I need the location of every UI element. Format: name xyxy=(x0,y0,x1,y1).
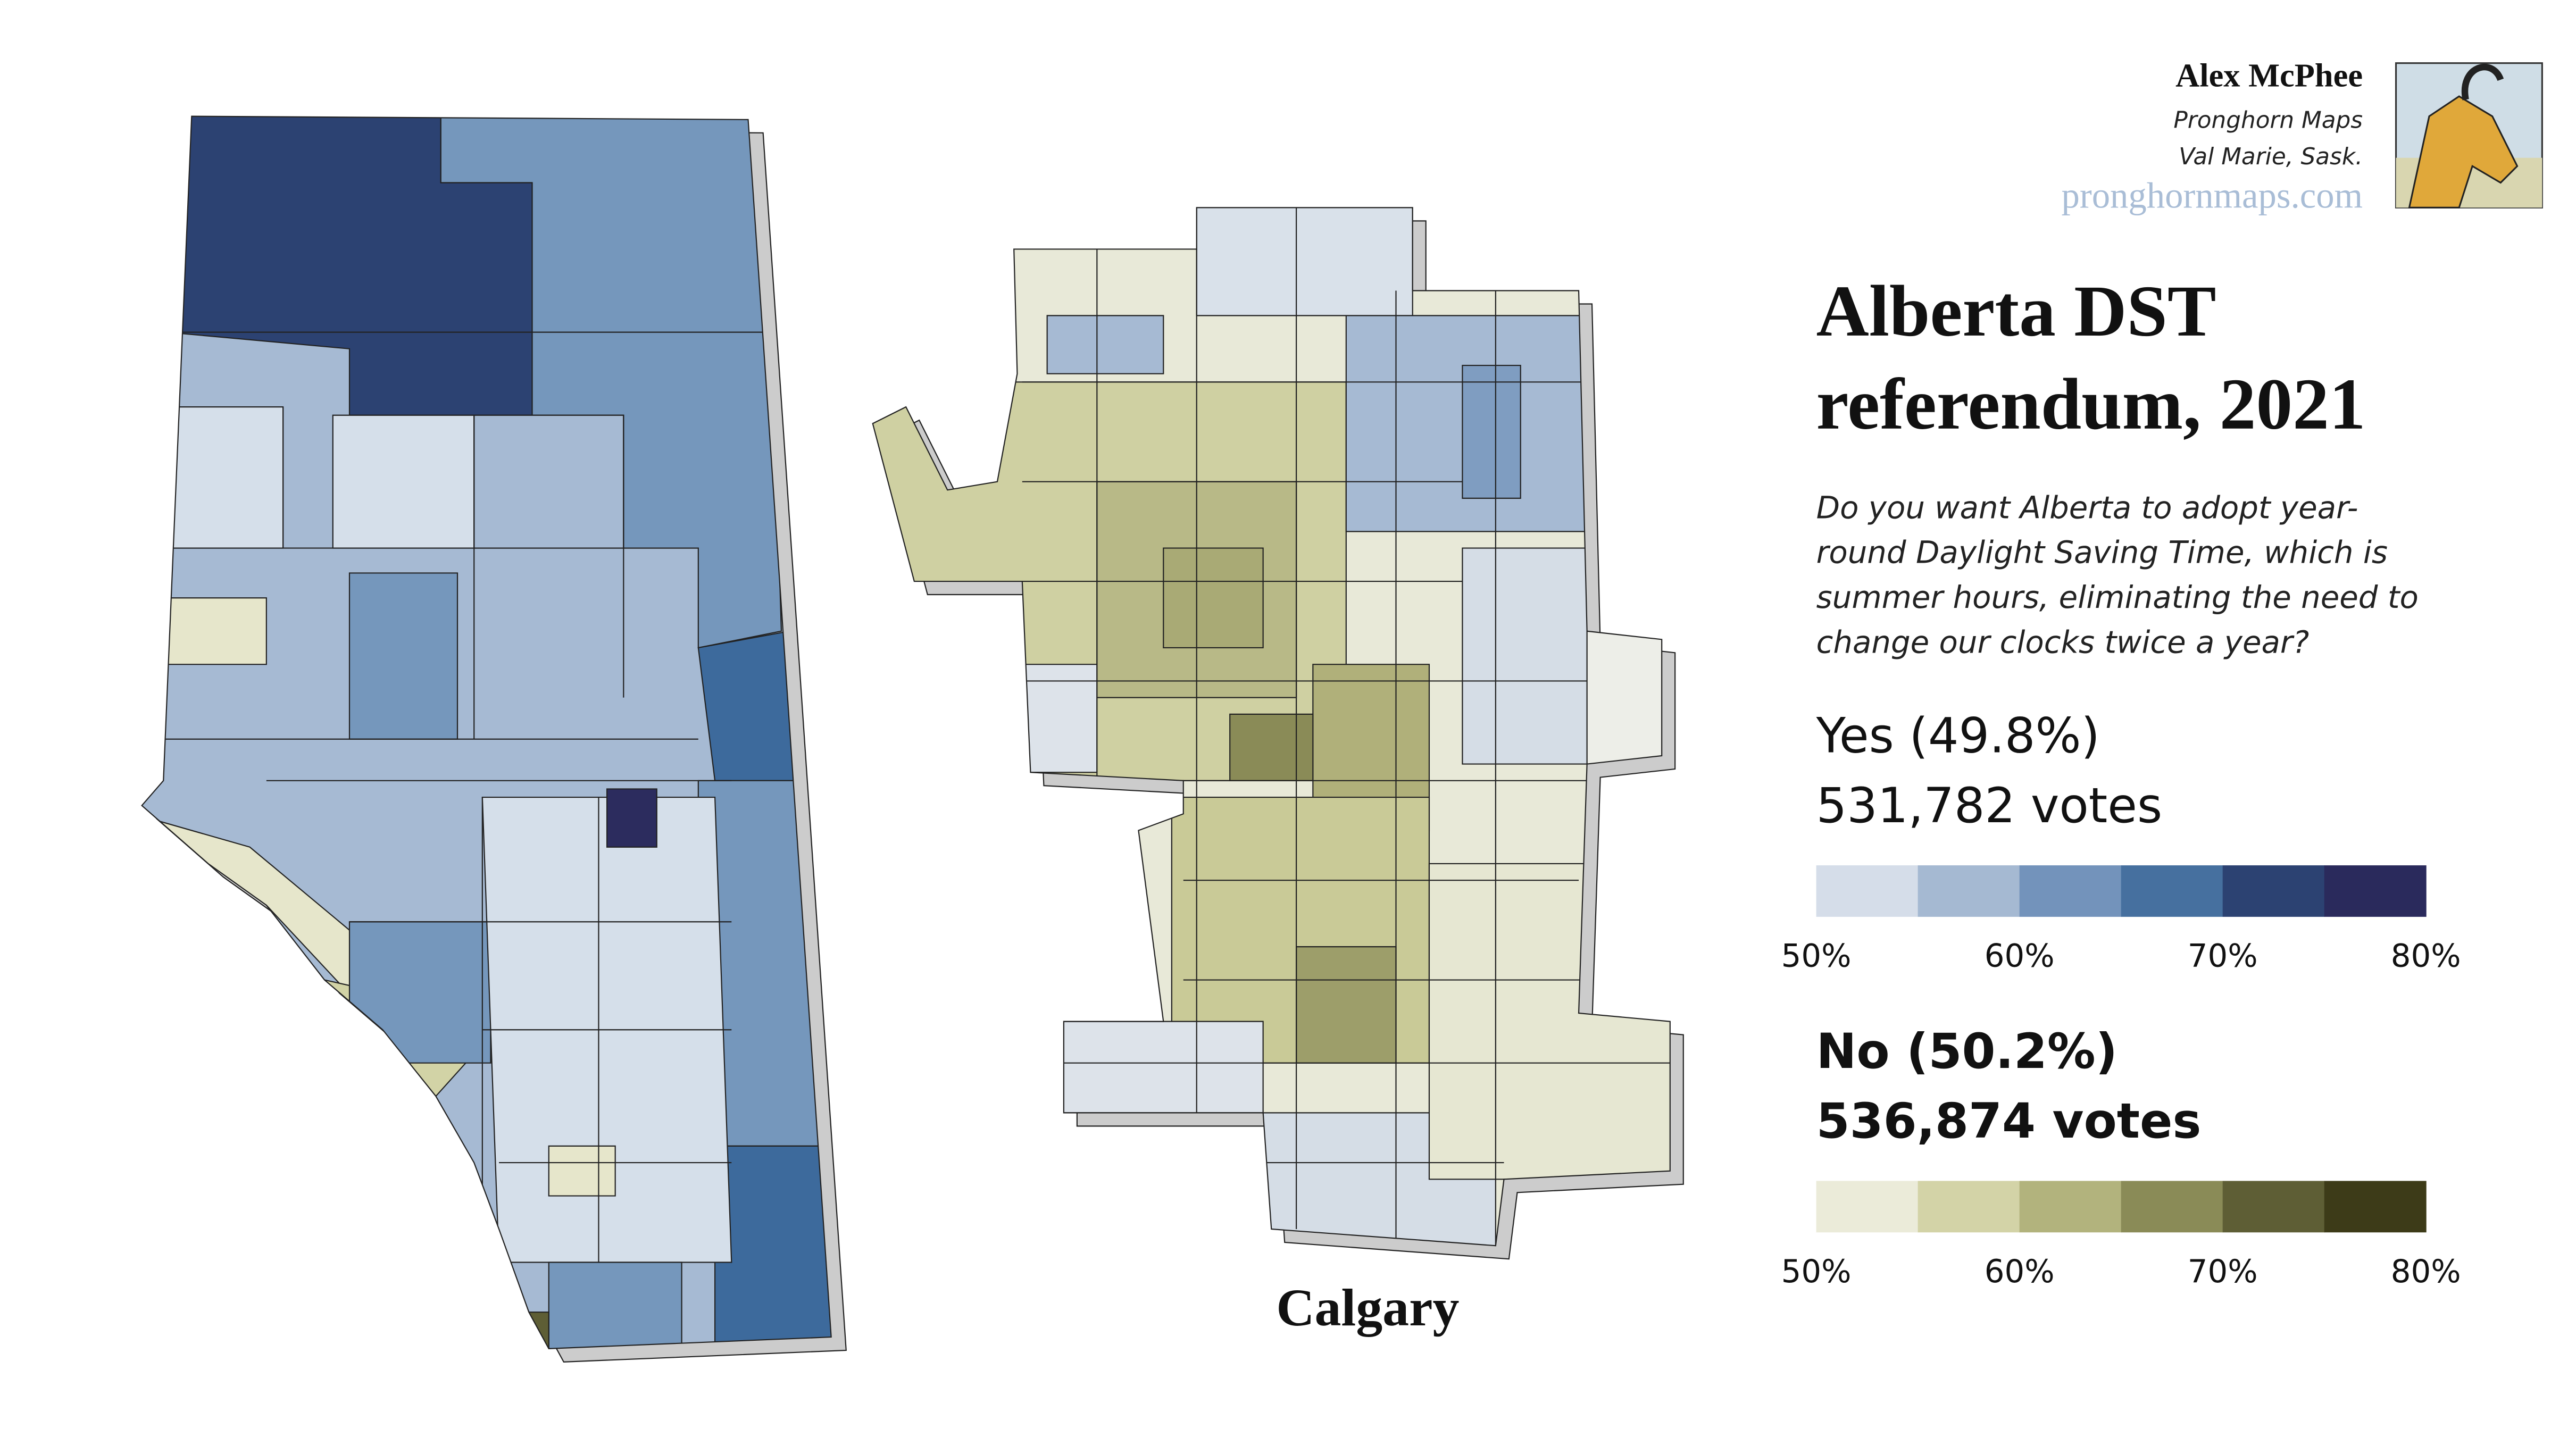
legend-tick-label: 70% xyxy=(2188,1253,2258,1290)
region xyxy=(606,788,657,848)
legend-swatch xyxy=(1816,865,1919,917)
author-org: Pronghorn Maps xyxy=(2173,106,2363,133)
region xyxy=(332,414,475,549)
region xyxy=(473,414,624,549)
legend-swatch xyxy=(2324,865,2427,917)
region xyxy=(157,406,284,549)
region xyxy=(157,597,267,665)
calgary-outline xyxy=(872,207,1671,1247)
calgary-regions xyxy=(872,207,1670,1246)
region xyxy=(348,572,458,740)
region-border xyxy=(1022,207,1670,1246)
question: Do you want Alberta to adopt year-round … xyxy=(1816,489,2419,660)
region xyxy=(1462,547,1588,765)
no-votes: 536,874 votes xyxy=(1816,1093,2202,1149)
alberta-map xyxy=(141,115,847,1363)
legend-swatch xyxy=(1918,865,2020,917)
legend-swatch xyxy=(2324,1181,2427,1233)
legend-swatch xyxy=(2121,1181,2223,1233)
alberta-regions xyxy=(141,116,831,1349)
region xyxy=(1296,946,1397,1064)
region xyxy=(498,1312,549,1349)
calgary-map xyxy=(872,207,1684,1260)
map-caption: Calgary xyxy=(1276,1278,1459,1337)
legend-swatch xyxy=(1918,1181,2020,1233)
question-line: change our clocks twice a year? xyxy=(1816,624,2310,660)
no-label: No (50.2%) xyxy=(1816,1024,2118,1080)
region xyxy=(697,630,796,781)
title: referendum, 2021 xyxy=(1816,364,2366,445)
region xyxy=(1046,315,1164,374)
region xyxy=(548,1145,616,1197)
logo-horn xyxy=(2461,63,2504,101)
region xyxy=(348,921,491,1064)
region xyxy=(1163,547,1264,649)
legend-swatch xyxy=(2019,1181,2122,1233)
legend-tick-label: 80% xyxy=(2391,938,2461,974)
yes-legend: 50% 60% 70% 80% xyxy=(1781,865,2461,974)
author-website: pronghornmaps.com xyxy=(2061,175,2363,215)
question-line: Do you want Alberta to adopt year- xyxy=(1816,489,2358,525)
region xyxy=(548,1262,682,1349)
legend-tick-label: 60% xyxy=(1985,1253,2055,1290)
author-location: Val Marie, Sask. xyxy=(2179,143,2363,170)
question-line: round Daylight Saving Time, which is xyxy=(1816,534,2388,571)
question-line: summer hours, eliminating the need to xyxy=(1816,579,2419,615)
region xyxy=(1428,863,1670,1180)
legend-tick-label: 60% xyxy=(1985,938,2055,974)
yes-votes: 531,782 votes xyxy=(1816,778,2163,834)
region xyxy=(714,1145,831,1349)
legend-tick-label: 80% xyxy=(2391,1253,2461,1290)
legend-swatch xyxy=(2222,865,2325,917)
region xyxy=(1196,207,1413,316)
legend-tick-label: 50% xyxy=(1781,938,1852,974)
alberta-outline xyxy=(141,115,832,1349)
logo-pronghorn xyxy=(2408,95,2519,208)
no-legend: 50% 60% 70% 80% xyxy=(1781,1181,2461,1290)
author-name: Alex McPhee xyxy=(2175,56,2363,94)
legend-tick-label: 50% xyxy=(1781,1253,1852,1290)
legend-swatch xyxy=(1816,1181,1919,1233)
legend-swatch xyxy=(2121,865,2223,917)
legend-swatch xyxy=(2019,865,2122,917)
region-border xyxy=(158,331,831,1263)
region xyxy=(1229,713,1314,781)
yes-label: Yes (49.8%) xyxy=(1816,708,2100,764)
legend-tick-label: 70% xyxy=(2188,938,2258,974)
legend-swatch xyxy=(2222,1181,2325,1233)
title: Alberta DST xyxy=(1816,271,2216,352)
region xyxy=(1055,1021,1264,1114)
logo xyxy=(2395,62,2543,208)
region xyxy=(1462,364,1521,499)
